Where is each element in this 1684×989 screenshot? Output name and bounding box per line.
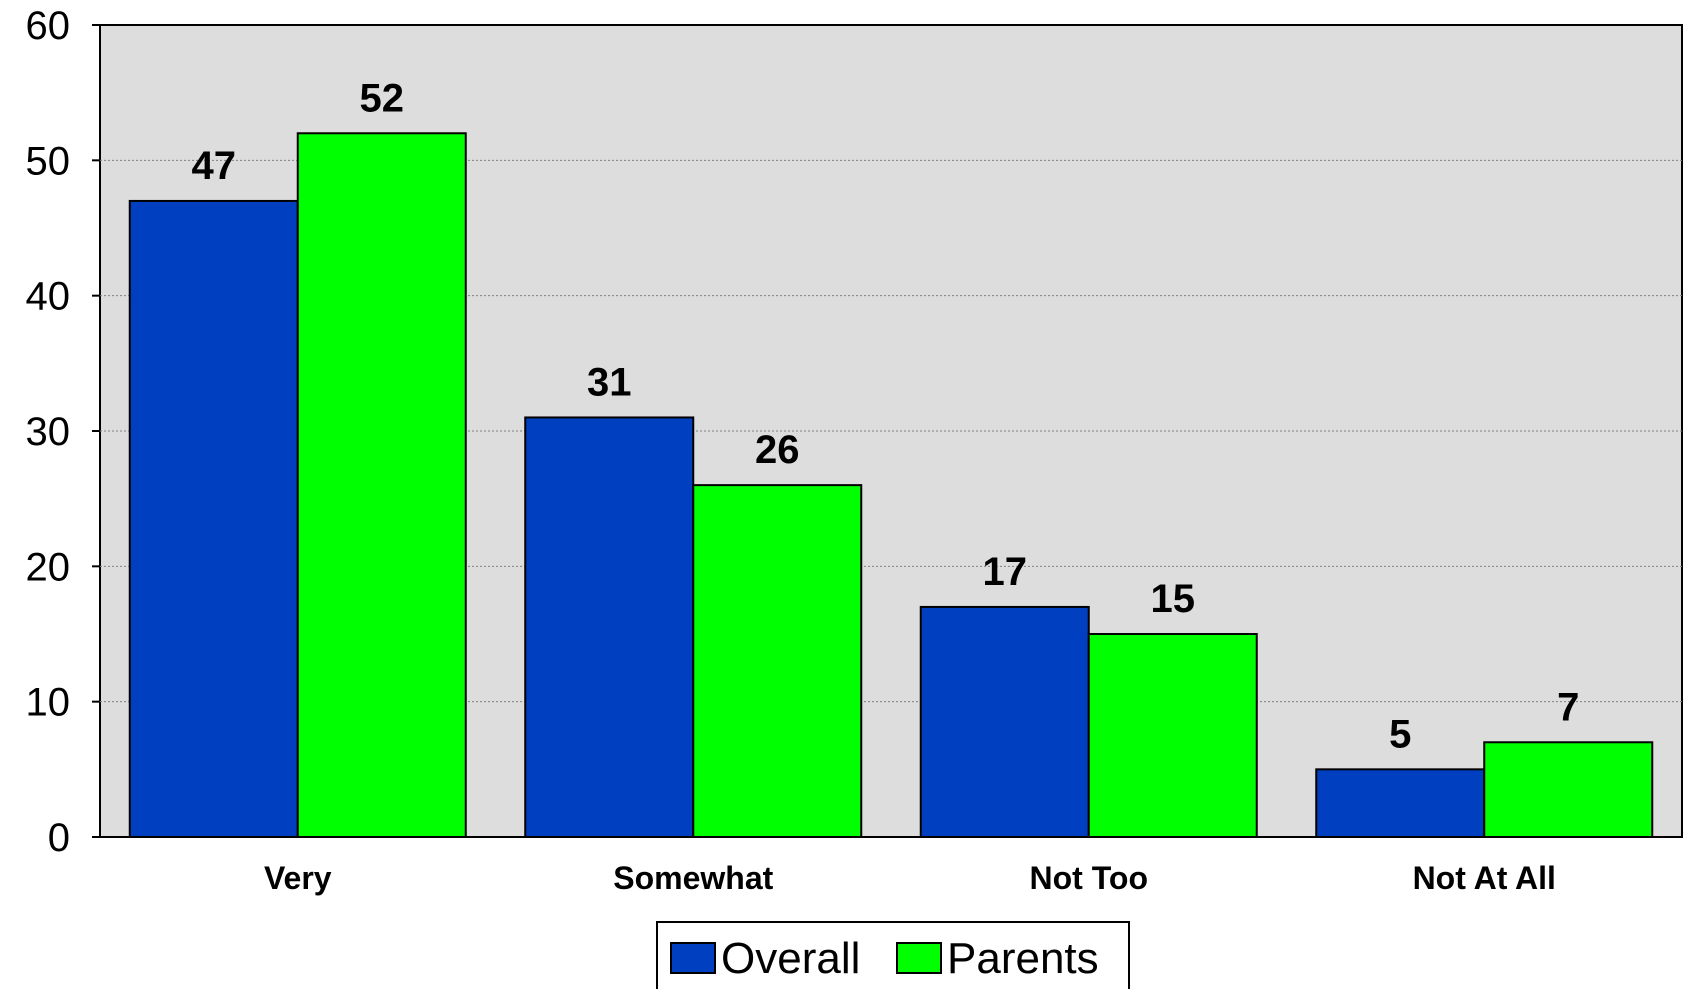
y-tick-label: 40 [26,275,71,319]
value-label: 15 [1151,577,1196,621]
x-axis-labels: Very Somewhat Not Too Not At All [264,860,1556,896]
y-tick-label: 50 [26,139,71,183]
bar-overall [524,416,695,838]
value-label: 17 [983,550,1028,594]
legend-swatch-overall [670,942,716,974]
x-category-label: Somewhat [613,860,773,896]
x-category-label: Not At All [1413,860,1556,896]
legend-label-overall: Overall [721,934,860,983]
y-tick-label: 30 [26,410,71,454]
legend: Overall Parents [656,921,1130,989]
legend-label-parents: Parents [947,934,1099,983]
value-label: 47 [192,144,237,188]
y-tick-label: 60 [26,4,71,48]
x-category-label: Very [264,860,332,896]
value-label: 7 [1557,685,1579,729]
x-category-label: Not Too [1030,860,1148,896]
bar-parents [1087,633,1258,838]
legend-box [656,921,1130,989]
y-axis-ticks: 0 10 20 30 40 50 60 [26,4,100,860]
bar-parents [692,484,863,838]
y-tick-label: 10 [26,681,71,725]
y-tick-label: 20 [26,545,71,589]
value-label: 31 [587,360,632,404]
bar-parents [296,132,467,838]
bar-overall [128,199,299,838]
value-label: 26 [755,428,800,472]
value-labels: 47 52 31 26 17 15 5 7 [192,76,1580,756]
y-tick-label: 0 [48,816,70,860]
bars [128,132,1654,839]
bar-parents [1483,741,1654,838]
value-label: 5 [1389,712,1411,756]
value-label: 52 [360,76,405,120]
bar-overall [1315,768,1486,838]
legend-swatch-parents [896,942,942,974]
bar-overall [919,605,1090,839]
